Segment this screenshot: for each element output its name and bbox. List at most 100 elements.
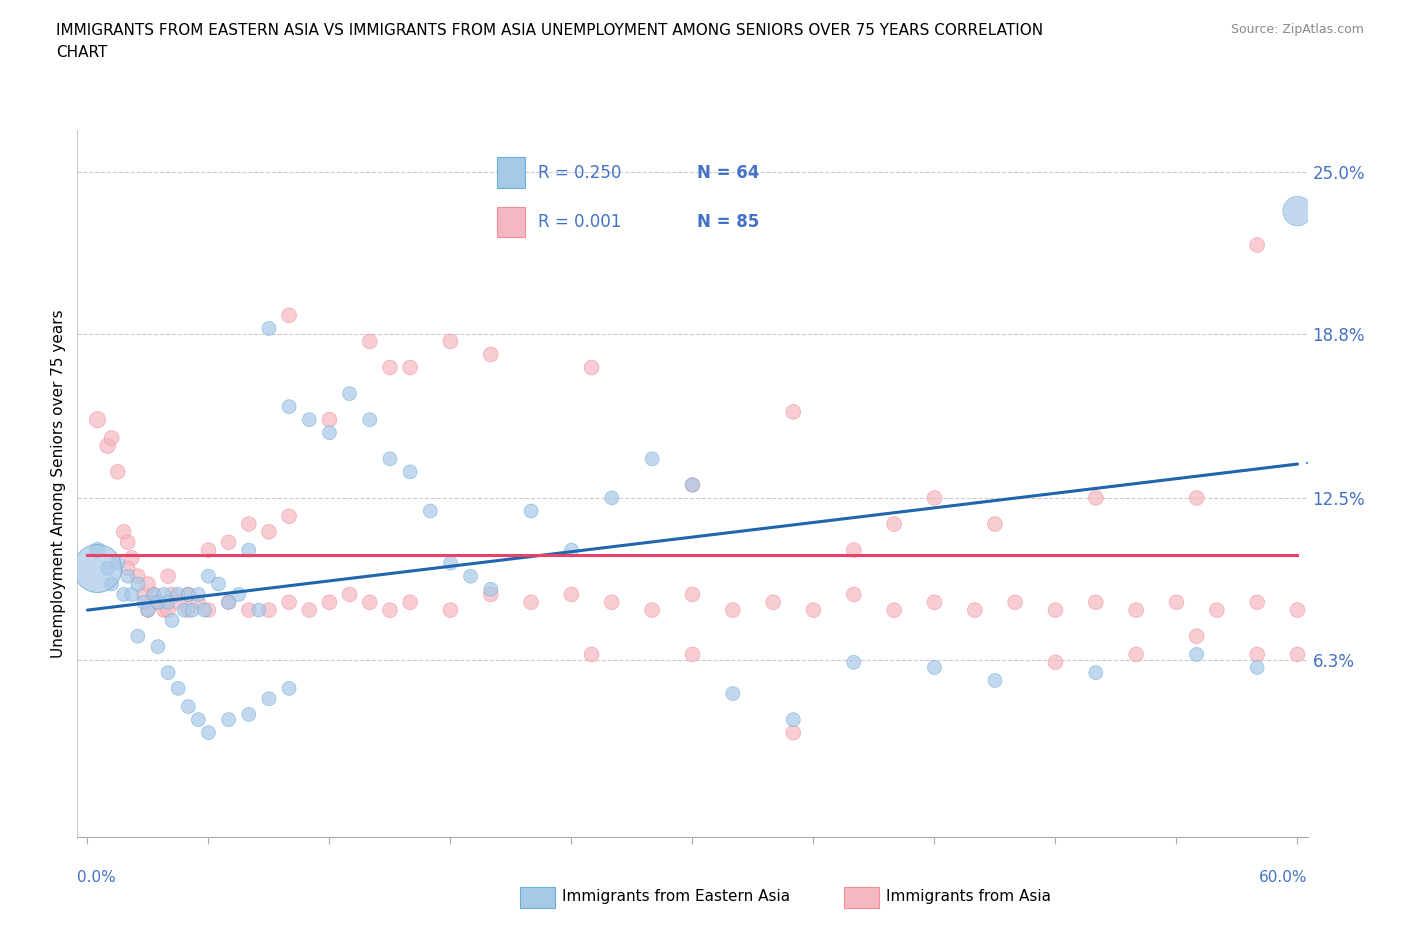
Point <box>238 543 260 558</box>
Point <box>1004 595 1026 610</box>
Point <box>600 490 623 505</box>
Point <box>842 543 865 558</box>
Point <box>1246 660 1268 675</box>
Point <box>153 587 176 602</box>
Point <box>399 595 422 610</box>
Point <box>127 577 149 591</box>
Point <box>107 464 129 479</box>
Point <box>1205 603 1227 618</box>
Point <box>682 477 704 492</box>
Point <box>218 595 240 610</box>
Point <box>146 595 169 610</box>
Point <box>359 412 381 427</box>
Point <box>157 603 180 618</box>
Point <box>127 629 149 644</box>
Point <box>782 405 804 419</box>
Point <box>1185 490 1208 505</box>
Point <box>479 587 502 602</box>
Point <box>641 603 664 618</box>
Point <box>378 603 401 618</box>
Point <box>883 516 905 531</box>
Point <box>298 412 321 427</box>
Point <box>143 587 166 602</box>
Text: IMMIGRANTS FROM EASTERN ASIA VS IMMIGRANTS FROM ASIA UNEMPLOYMENT AMONG SENIORS : IMMIGRANTS FROM EASTERN ASIA VS IMMIGRAN… <box>56 23 1043 38</box>
Point <box>257 321 280 336</box>
Point <box>1286 647 1309 662</box>
Point <box>1246 237 1268 252</box>
Point <box>560 543 582 558</box>
Point <box>218 595 240 610</box>
Point <box>1185 647 1208 662</box>
Point <box>842 655 865 670</box>
Point <box>520 595 543 610</box>
Point <box>197 603 219 618</box>
Point <box>399 464 422 479</box>
Point <box>218 535 240 550</box>
Point <box>207 577 229 591</box>
Point <box>479 347 502 362</box>
Point <box>318 425 340 440</box>
Point <box>100 577 122 591</box>
Point <box>257 525 280 539</box>
Point <box>782 725 804 740</box>
Point <box>984 516 1007 531</box>
Point <box>167 595 190 610</box>
Point <box>924 660 946 675</box>
Point <box>1166 595 1188 610</box>
Point <box>136 603 159 618</box>
Point <box>924 595 946 610</box>
Text: 0.0%: 0.0% <box>77 870 117 884</box>
Point <box>378 451 401 466</box>
Point <box>520 503 543 518</box>
Point <box>97 438 120 453</box>
Point <box>257 691 280 706</box>
Point <box>107 556 129 571</box>
Point <box>339 587 361 602</box>
Point <box>1084 595 1107 610</box>
Point <box>157 595 180 610</box>
Point <box>842 587 865 602</box>
Point <box>153 603 176 618</box>
Point <box>228 587 250 602</box>
Point <box>197 569 219 584</box>
Point <box>257 603 280 618</box>
Point <box>127 569 149 584</box>
Point <box>238 707 260 722</box>
Point <box>318 412 340 427</box>
Point <box>173 603 195 618</box>
Point <box>359 334 381 349</box>
Point <box>1084 665 1107 680</box>
Point <box>132 587 155 602</box>
Point <box>600 595 623 610</box>
Point <box>1286 204 1309 219</box>
Point <box>883 603 905 618</box>
Point <box>247 603 270 618</box>
Text: Immigrants from Eastern Asia: Immigrants from Eastern Asia <box>562 889 790 904</box>
Point <box>278 399 301 414</box>
Point <box>581 360 603 375</box>
Point <box>193 603 215 618</box>
Point <box>278 595 301 610</box>
Point <box>581 647 603 662</box>
Point <box>197 725 219 740</box>
Point <box>187 712 209 727</box>
Point <box>339 386 361 401</box>
Point <box>112 525 135 539</box>
Point <box>136 603 159 618</box>
Point <box>187 587 209 602</box>
Point <box>86 412 108 427</box>
Point <box>117 569 139 584</box>
Point <box>762 595 785 610</box>
Point <box>86 561 108 576</box>
Point <box>238 603 260 618</box>
Point <box>146 595 169 610</box>
Point <box>1286 603 1309 618</box>
Point <box>136 577 159 591</box>
Text: 60.0%: 60.0% <box>1260 870 1308 884</box>
Point <box>197 543 219 558</box>
Point <box>278 308 301 323</box>
Point <box>682 477 704 492</box>
Point <box>181 603 204 618</box>
Point <box>560 587 582 602</box>
Point <box>439 556 461 571</box>
